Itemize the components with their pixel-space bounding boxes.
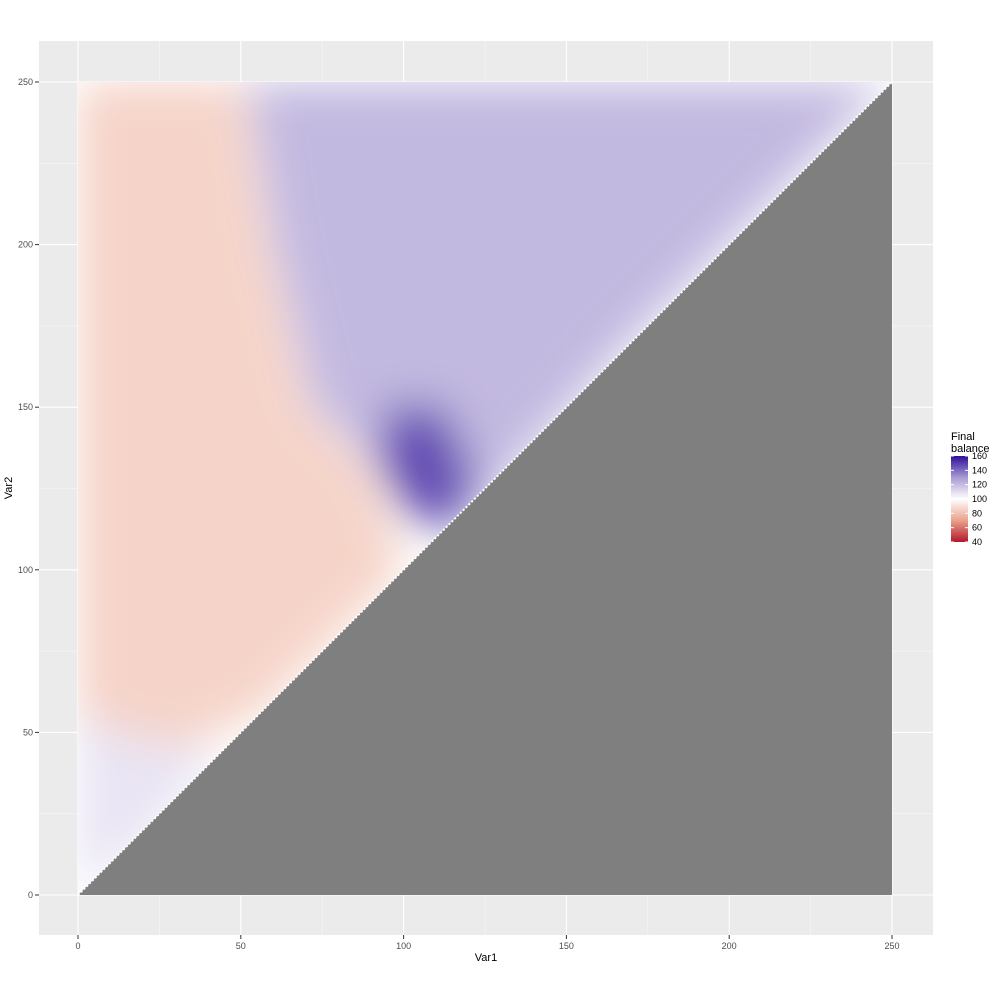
legend-tick-label: 100 <box>972 494 987 504</box>
color-legend: Final balance 160 140 120 100 80 60 40 <box>951 431 990 547</box>
legend-tick-label: 160 <box>972 451 987 461</box>
y-tick-label: 200 <box>18 240 33 250</box>
y-tick-label: 100 <box>18 565 33 575</box>
heatmap-regions <box>78 82 892 895</box>
heatmap-region <box>377 407 476 528</box>
legend-tick-label: 140 <box>972 465 987 475</box>
legend-tick-label: 120 <box>972 480 987 490</box>
legend-tick-label: 40 <box>972 537 982 547</box>
x-tick-label: 150 <box>559 941 574 951</box>
x-tick-label: 200 <box>722 941 737 951</box>
legend-ticks: 160 140 120 100 80 60 40 <box>951 451 987 547</box>
legend-colorbar <box>951 456 968 542</box>
x-axis-ticks: 0 50 100 150 200 250 <box>75 935 900 951</box>
legend-tick-label: 60 <box>972 523 982 533</box>
x-tick-label: 0 <box>75 941 80 951</box>
y-tick-label: 0 <box>28 890 33 900</box>
y-tick-label: 150 <box>18 402 33 412</box>
y-tick-label: 50 <box>23 727 33 737</box>
legend-tick-label: 80 <box>972 508 982 518</box>
legend-title-line-2: balance <box>951 443 990 455</box>
y-tick-label: 250 <box>18 77 33 87</box>
y-axis-ticks: 0 50 100 150 200 250 <box>18 77 39 900</box>
x-axis-title: Var1 <box>475 952 497 964</box>
x-tick-label: 100 <box>396 941 411 951</box>
x-tick-label: 250 <box>884 941 899 951</box>
y-axis-title: Var2 <box>3 477 15 499</box>
legend-title-line-1: Final <box>951 431 975 443</box>
heatmap-region <box>78 82 404 749</box>
x-tick-label: 50 <box>236 941 246 951</box>
heatmap-region <box>78 716 225 895</box>
